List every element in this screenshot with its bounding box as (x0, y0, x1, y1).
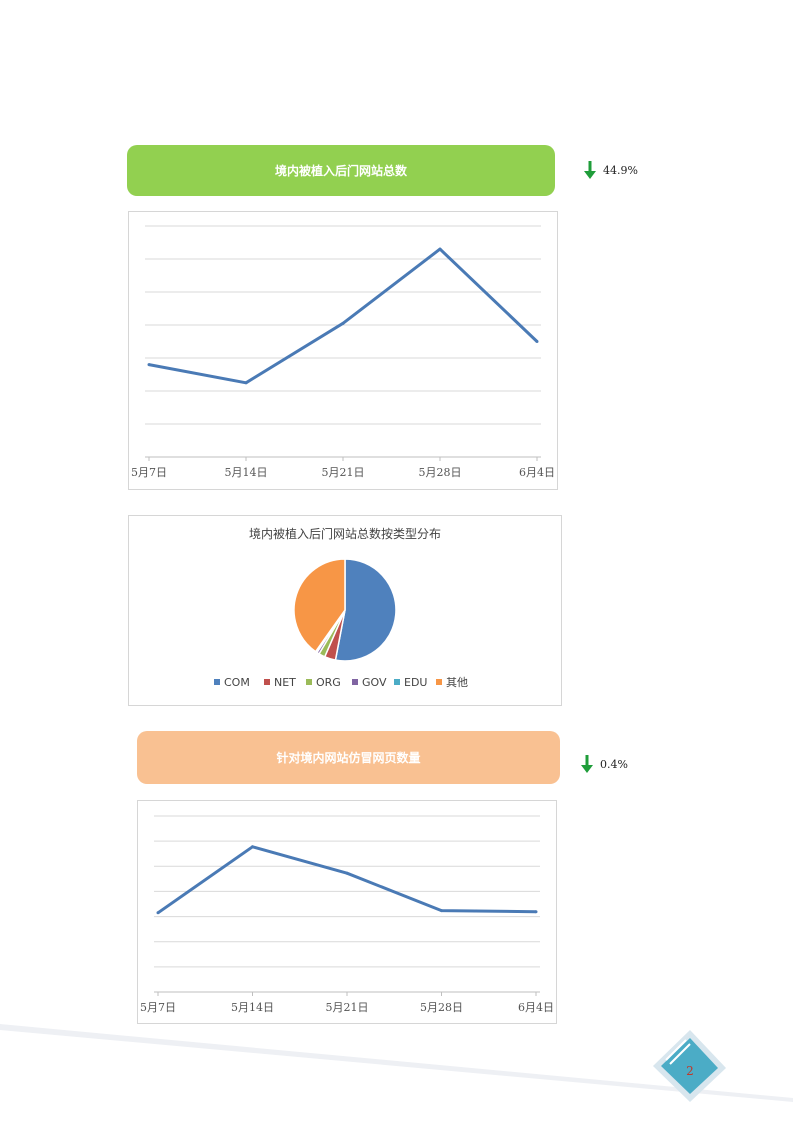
x-tick-label: 5月14日 (225, 466, 268, 479)
legend-swatch (264, 679, 270, 685)
x-tick-label: 5月21日 (322, 466, 365, 479)
pie-chart-type-distribution: 境内被植入后门网站总数按类型分布 COM NET ORG GOV EDU 其他 (128, 515, 562, 706)
data-point (535, 340, 539, 343)
page-number: 2 (686, 1064, 694, 1078)
data-point (440, 909, 443, 913)
data-point (438, 247, 442, 251)
x-tick-label: 6月4日 (518, 1001, 554, 1014)
data-point (251, 845, 254, 849)
pie-chart-svg: 境内被植入后门网站总数按类型分布 COM NET ORG GOV EDU 其他 (214, 526, 468, 689)
arrow-down-icon (584, 161, 596, 179)
series-line (157, 845, 537, 915)
x-tick-label: 5月21日 (326, 1001, 369, 1014)
legend-label: NET (274, 676, 296, 689)
legend-swatch (436, 679, 442, 685)
line-chart-backdoor-svg: 5月7日 5月14日 5月21日 5月28日 6月4日 (131, 225, 555, 479)
data-point (244, 381, 248, 385)
pie-slice-其他 (293, 558, 346, 653)
x-tick-label: 5月7日 (131, 466, 167, 479)
series-line (148, 247, 539, 385)
data-point (341, 321, 345, 325)
legend-swatch (394, 679, 400, 685)
page-number-badge: 2 (653, 1030, 726, 1102)
data-point (534, 910, 538, 914)
x-tick-label: 5月28日 (420, 1001, 463, 1014)
change-indicator: 0.4% (580, 755, 628, 773)
legend-swatch (352, 679, 358, 685)
legend-label: COM (224, 676, 250, 689)
data-point (345, 871, 349, 875)
line-chart-phishing-svg: 5月7日 5月14日 5月21日 5月28日 6月4日 (140, 815, 554, 1014)
banner-title: 针对境内网站仿冒网页数量 (276, 751, 421, 765)
change-value: 0.4% (600, 757, 628, 771)
legend-label: 其他 (446, 676, 468, 689)
change-indicator: 44.9% (583, 161, 638, 179)
line-chart-backdoor: 5月7日 5月14日 5月21日 5月28日 6月4日 (128, 211, 558, 490)
banner-backdoor-sites: 境内被植入后门网站总数 (127, 145, 555, 196)
footer-swoosh (0, 1024, 793, 1102)
x-tick-label: 5月28日 (419, 466, 462, 479)
x-tick-label: 6月4日 (519, 466, 555, 479)
legend-label: EDU (404, 676, 427, 689)
data-point (156, 911, 160, 915)
pie-chart-title: 境内被植入后门网站总数按类型分布 (249, 526, 441, 541)
change-value: 44.9% (603, 163, 638, 177)
legend-swatch (214, 679, 220, 685)
line-chart-phishing: 5月7日 5月14日 5月21日 5月28日 6月4日 (137, 800, 557, 1024)
x-tick-label: 5月7日 (140, 1001, 176, 1014)
pie-slice-com (334, 558, 397, 662)
banner-phishing-pages: 针对境内网站仿冒网页数量 (137, 731, 560, 784)
legend-swatch (306, 679, 312, 685)
legend-label: GOV (362, 676, 387, 689)
arrow-down-icon (581, 755, 593, 773)
banner-title: 境内被植入后门网站总数 (274, 164, 407, 178)
x-tick-label: 5月14日 (231, 1001, 274, 1014)
data-point (147, 363, 151, 367)
legend-label: ORG (316, 676, 341, 689)
